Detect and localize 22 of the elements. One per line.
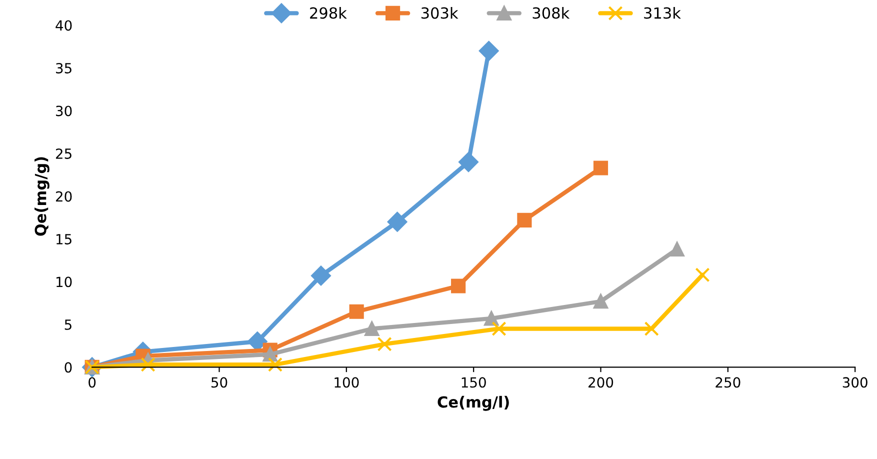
- x-tick-label: 0: [88, 377, 96, 388]
- legend-label: 298k: [310, 6, 347, 19]
- x-tick-label: 300: [842, 377, 868, 388]
- y-tick-label: 40: [56, 20, 72, 31]
- legend-label: 303k: [421, 6, 458, 19]
- y-tick-label: 0: [64, 362, 72, 373]
- legend-label: 313k: [644, 6, 681, 19]
- y-axis-title: Qe(mg/g): [34, 157, 50, 236]
- x-tick-label: 150: [462, 377, 486, 388]
- x-tick-label: 100: [334, 377, 359, 388]
- x-tick-label: 200: [588, 377, 614, 388]
- x-tick-label: 50: [211, 377, 228, 388]
- y-tick-label: 5: [64, 320, 72, 330]
- x-tick-label: 250: [716, 377, 740, 388]
- y-tick-label: 25: [56, 148, 72, 159]
- legend-label: 308k: [532, 6, 570, 19]
- y-tick-label: 15: [56, 234, 72, 244]
- y-tick-label: 20: [56, 191, 72, 202]
- x-axis-title: Ce(mg/l): [438, 396, 509, 411]
- y-tick-label: 35: [56, 62, 72, 74]
- y-tick-label: 30: [56, 106, 72, 116]
- y-tick-label: 10: [56, 276, 72, 288]
